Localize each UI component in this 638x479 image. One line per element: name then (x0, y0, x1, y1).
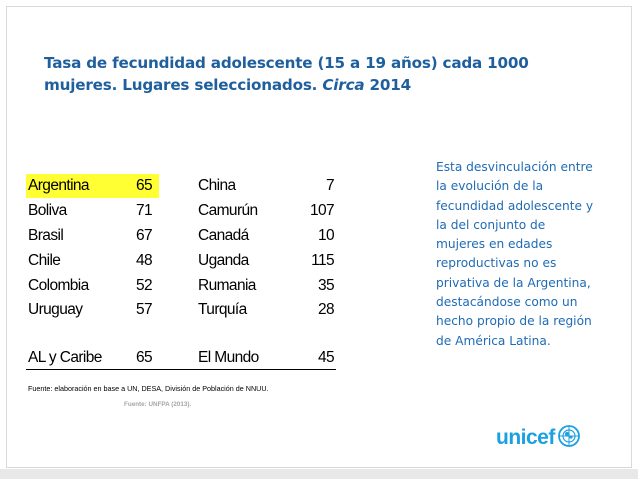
side-commentary: Esta desvinculación entre la evolución d… (436, 160, 594, 348)
title-line-2-italic: Circa (322, 76, 365, 94)
country-a: Argentina (28, 177, 90, 194)
country-a: AL y Caribe (28, 349, 102, 366)
unicef-logo: unicef (496, 424, 581, 452)
table-row: Colombia 52 Rumania 35 (26, 274, 336, 298)
value-b: 10 (317, 227, 335, 244)
title-line-2: mujeres. Lugares seleccionados. Circa 20… (44, 74, 584, 96)
row-highlight (26, 174, 159, 198)
country-b: Uganda (198, 252, 249, 269)
table-row: Boliva 71 Camurún 107 (26, 199, 336, 223)
value-b: 28 (317, 301, 335, 318)
value-b: 7 (325, 177, 335, 194)
source-unfpa: Fuente: UNFPA (2013). (124, 401, 192, 408)
value-b: 107 (309, 202, 335, 219)
slide-title: Tasa de fecundidad adolescente (15 a 19 … (44, 52, 584, 96)
value-a: 71 (136, 202, 153, 219)
table-row: AL y Caribe 65 El Mundo 45 (26, 346, 336, 370)
country-b: El Mundo (198, 349, 259, 366)
value-a: 65 (136, 177, 153, 194)
value-b: 45 (317, 349, 335, 366)
value-a: 67 (136, 227, 153, 244)
title-line-1: Tasa de fecundidad adolescente (15 a 19 … (44, 54, 529, 72)
country-a: Colombia (28, 277, 89, 294)
country-b: China (198, 177, 236, 194)
fertility-table: Argentina 65 China 7 Boliva 71 Camurún 1… (26, 172, 336, 370)
value-a: 52 (136, 277, 153, 294)
country-b: Canadá (198, 227, 249, 244)
value-a: 48 (136, 252, 153, 269)
country-b: Rumania (198, 277, 256, 294)
table-row: Chile 48 Uganda 115 (26, 249, 336, 273)
table-row: Argentina 65 China 7 (26, 174, 336, 198)
value-b: 115 (311, 252, 335, 269)
table-row: Uruguay 57 Turquía 28 (26, 298, 336, 322)
country-a: Brasil (28, 227, 64, 244)
source-note: Fuente: elaboración en base a UN, DESA, … (28, 384, 269, 393)
value-a: 65 (136, 349, 153, 366)
value-b: 35 (317, 277, 335, 294)
country-a: Uruguay (28, 301, 83, 318)
table-row: Brasil 67 Canadá 10 (26, 224, 336, 248)
value-a: 57 (136, 301, 153, 318)
bottom-strip (0, 469, 638, 479)
country-b: Turquía (198, 301, 247, 318)
country-a: Boliva (28, 202, 67, 219)
slide-frame (6, 6, 632, 468)
title-line-2-pre: mujeres. Lugares seleccionados. (44, 76, 323, 94)
unicef-emblem-icon (557, 424, 581, 453)
title-line-2-post: 2014 (364, 76, 412, 94)
country-b: Camurún (198, 202, 258, 219)
unicef-logo-text: unicef (496, 426, 555, 449)
country-a: Chile (28, 252, 61, 269)
